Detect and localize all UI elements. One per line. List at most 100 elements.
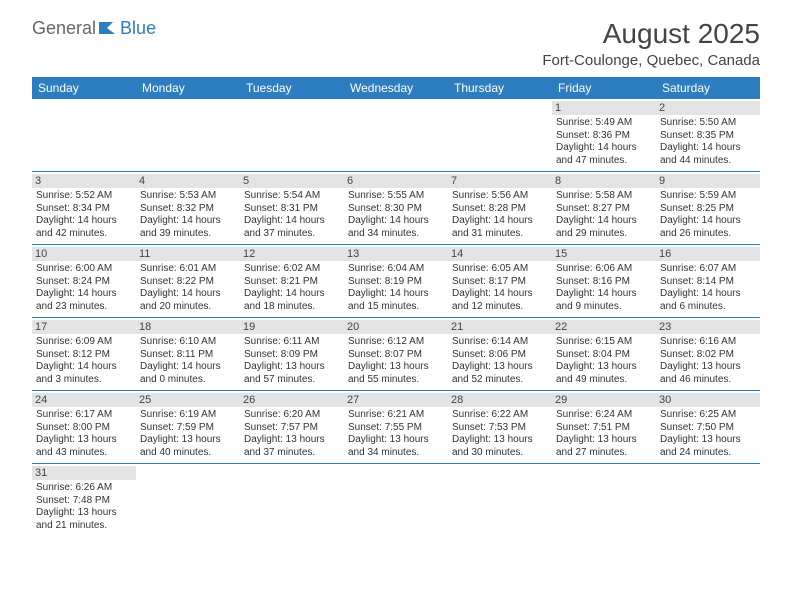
day-details: Sunrise: 6:25 AMSunset: 7:50 PMDaylight:… xyxy=(660,409,756,459)
day-cell xyxy=(32,99,136,171)
day-number: 6 xyxy=(344,174,448,188)
sunset-text: Sunset: 8:19 PM xyxy=(348,276,444,289)
header: GeneralBlue August 2025 Fort-Coulonge, Q… xyxy=(0,0,792,77)
day-cell: 21 Sunrise: 6:14 AMSunset: 8:06 PMDayligh… xyxy=(448,318,552,390)
day-cell: 10 Sunrise: 6:00 AMSunset: 8:24 PMDayligh… xyxy=(32,245,136,317)
location: Fort-Coulonge, Quebec, Canada xyxy=(542,52,760,69)
daylight-text: Daylight: 13 hours and 52 minutes. xyxy=(452,361,548,386)
day-cell xyxy=(344,99,448,171)
daylight-text: Daylight: 14 hours and 47 minutes. xyxy=(556,142,652,167)
sunrise-text: Sunrise: 6:00 AM xyxy=(36,263,132,276)
daylight-text: Daylight: 14 hours and 20 minutes. xyxy=(140,288,236,313)
day-details: Sunrise: 5:55 AMSunset: 8:30 PMDaylight:… xyxy=(348,190,444,240)
day-number: 20 xyxy=(344,320,448,334)
day-cell: 3Sunrise: 5:52 AMSunset: 8:34 PMDaylight… xyxy=(32,172,136,244)
sunrise-text: Sunrise: 6:09 AM xyxy=(36,336,132,349)
day-header: Wednesday xyxy=(344,77,448,99)
logo-text-general: General xyxy=(32,18,96,39)
sunset-text: Sunset: 8:07 PM xyxy=(348,349,444,362)
day-number: 8 xyxy=(552,174,656,188)
day-details: Sunrise: 6:01 AMSunset: 8:22 PMDaylight:… xyxy=(140,263,236,313)
daylight-text: Daylight: 14 hours and 9 minutes. xyxy=(556,288,652,313)
sunrise-text: Sunrise: 6:04 AM xyxy=(348,263,444,276)
day-cell: 27Sunrise: 6:21 AMSunset: 7:55 PMDayligh… xyxy=(344,391,448,463)
day-number: 7 xyxy=(448,174,552,188)
day-header: Thursday xyxy=(448,77,552,99)
sunrise-text: Sunrise: 6:21 AM xyxy=(348,409,444,422)
day-details: Sunrise: 6:24 AMSunset: 7:51 PMDaylight:… xyxy=(556,409,652,459)
sunrise-text: Sunrise: 6:02 AM xyxy=(244,263,340,276)
day-number: 1 xyxy=(552,101,656,115)
week-row: 31Sunrise: 6:26 AMSunset: 7:48 PMDayligh… xyxy=(32,464,760,536)
daylight-text: Daylight: 13 hours and 27 minutes. xyxy=(556,434,652,459)
day-cell xyxy=(552,464,656,536)
title-block: August 2025 Fort-Coulonge, Quebec, Canad… xyxy=(542,18,760,69)
sunset-text: Sunset: 8:02 PM xyxy=(660,349,756,362)
day-cell: 12 Sunrise: 6:02 AMSunset: 8:21 PMDayligh… xyxy=(240,245,344,317)
week-row: 3Sunrise: 5:52 AMSunset: 8:34 PMDaylight… xyxy=(32,172,760,245)
day-number: 31 xyxy=(32,466,136,480)
day-cell xyxy=(448,99,552,171)
day-cell: 28Sunrise: 6:22 AMSunset: 7:53 PMDayligh… xyxy=(448,391,552,463)
day-cell xyxy=(240,99,344,171)
sunrise-text: Sunrise: 6:20 AM xyxy=(244,409,340,422)
sunset-text: Sunset: 8:12 PM xyxy=(36,349,132,362)
daylight-text: Daylight: 14 hours and 12 minutes. xyxy=(452,288,548,313)
day-number: 25 xyxy=(136,393,240,407)
daylight-text: Daylight: 13 hours and 34 minutes. xyxy=(348,434,444,459)
sunrise-text: Sunrise: 6:05 AM xyxy=(452,263,548,276)
daylight-text: Daylight: 13 hours and 57 minutes. xyxy=(244,361,340,386)
day-cell: 13Sunrise: 6:04 AMSunset: 8:19 PMDayligh… xyxy=(344,245,448,317)
daylight-text: Daylight: 14 hours and 34 minutes. xyxy=(348,215,444,240)
day-cell: 16Sunrise: 6:07 AMSunset: 8:14 PMDayligh… xyxy=(656,245,760,317)
day-details: Sunrise: 6:10 AMSunset: 8:11 PMDaylight:… xyxy=(140,336,236,386)
day-cell: 5Sunrise: 5:54 AMSunset: 8:31 PMDaylight… xyxy=(240,172,344,244)
daylight-text: Daylight: 13 hours and 46 minutes. xyxy=(660,361,756,386)
day-number: 12 xyxy=(240,247,344,261)
day-cell: 29 Sunrise: 6:24 AMSunset: 7:51 PMDayligh… xyxy=(552,391,656,463)
sunset-text: Sunset: 8:00 PM xyxy=(36,422,132,435)
daylight-text: Daylight: 14 hours and 39 minutes. xyxy=(140,215,236,240)
day-cell: 31Sunrise: 6:26 AMSunset: 7:48 PMDayligh… xyxy=(32,464,136,536)
sunrise-text: Sunrise: 5:59 AM xyxy=(660,190,756,203)
daylight-text: Daylight: 13 hours and 21 minutes. xyxy=(36,507,132,532)
sunset-text: Sunset: 8:16 PM xyxy=(556,276,652,289)
day-number: 10 xyxy=(32,247,136,261)
daylight-text: Daylight: 14 hours and 18 minutes. xyxy=(244,288,340,313)
day-cell: 23Sunrise: 6:16 AMSunset: 8:02 PMDayligh… xyxy=(656,318,760,390)
daylight-text: Daylight: 13 hours and 40 minutes. xyxy=(140,434,236,459)
sunset-text: Sunset: 8:21 PM xyxy=(244,276,340,289)
sunrise-text: Sunrise: 6:14 AM xyxy=(452,336,548,349)
day-details: Sunrise: 5:59 AMSunset: 8:25 PMDaylight:… xyxy=(660,190,756,240)
sunrise-text: Sunrise: 6:06 AM xyxy=(556,263,652,276)
sunrise-text: Sunrise: 5:53 AM xyxy=(140,190,236,203)
sunset-text: Sunset: 8:35 PM xyxy=(660,130,756,143)
day-cell: 14Sunrise: 6:05 AMSunset: 8:17 PMDayligh… xyxy=(448,245,552,317)
sunset-text: Sunset: 7:53 PM xyxy=(452,422,548,435)
month-title: August 2025 xyxy=(542,18,760,50)
daylight-text: Daylight: 14 hours and 15 minutes. xyxy=(348,288,444,313)
day-cell xyxy=(240,464,344,536)
day-number: 29 xyxy=(552,393,656,407)
sunset-text: Sunset: 8:34 PM xyxy=(36,203,132,216)
daylight-text: Daylight: 13 hours and 49 minutes. xyxy=(556,361,652,386)
daylight-text: Daylight: 14 hours and 3 minutes. xyxy=(36,361,132,386)
day-details: Sunrise: 5:54 AMSunset: 8:31 PMDaylight:… xyxy=(244,190,340,240)
day-number: 21 xyxy=(448,320,552,334)
sunset-text: Sunset: 8:31 PM xyxy=(244,203,340,216)
day-number: 17 xyxy=(32,320,136,334)
sunset-text: Sunset: 8:04 PM xyxy=(556,349,652,362)
sunrise-text: Sunrise: 5:52 AM xyxy=(36,190,132,203)
day-details: Sunrise: 6:07 AMSunset: 8:14 PMDaylight:… xyxy=(660,263,756,313)
daylight-text: Daylight: 14 hours and 29 minutes. xyxy=(556,215,652,240)
day-cell: 24Sunrise: 6:17 AMSunset: 8:00 PMDayligh… xyxy=(32,391,136,463)
sunrise-text: Sunrise: 5:56 AM xyxy=(452,190,548,203)
sunset-text: Sunset: 8:27 PM xyxy=(556,203,652,216)
sunset-text: Sunset: 8:22 PM xyxy=(140,276,236,289)
day-details: Sunrise: 5:56 AMSunset: 8:28 PMDaylight:… xyxy=(452,190,548,240)
day-number: 28 xyxy=(448,393,552,407)
daylight-text: Daylight: 13 hours and 24 minutes. xyxy=(660,434,756,459)
sunset-text: Sunset: 8:09 PM xyxy=(244,349,340,362)
day-details: Sunrise: 6:00 AMSunset: 8:24 PMDaylight:… xyxy=(36,263,132,313)
day-details: Sunrise: 6:14 AMSunset: 8:06 PMDaylight:… xyxy=(452,336,548,386)
